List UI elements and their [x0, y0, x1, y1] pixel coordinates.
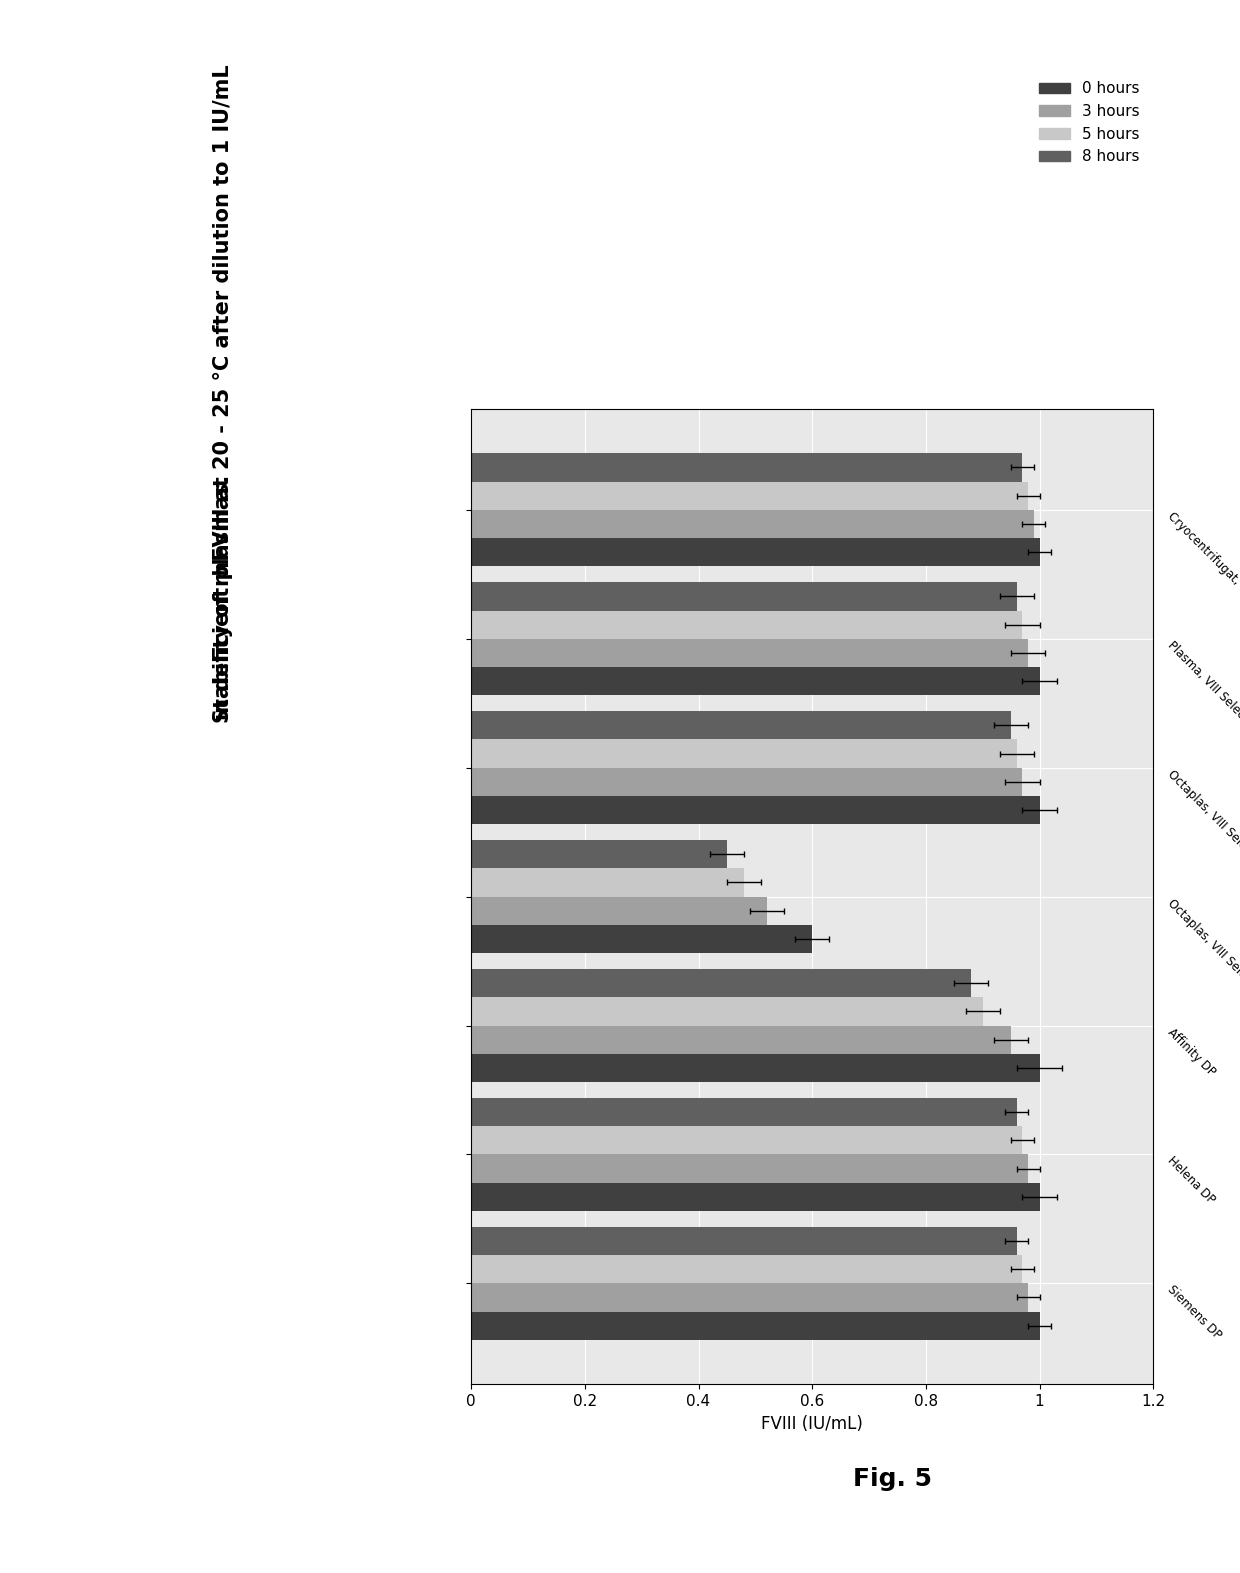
Bar [471, 481, 1028, 510]
Bar [471, 768, 1023, 796]
Bar [471, 453, 1023, 481]
Bar [471, 739, 1017, 768]
Text: Siemens DP: Siemens DP [1164, 1284, 1224, 1342]
Bar [471, 639, 1028, 667]
Text: in deficient plasmas.: in deficient plasmas. [213, 475, 233, 720]
Bar [471, 610, 1023, 639]
Bar [471, 1284, 1028, 1312]
Bar [471, 1155, 1028, 1183]
Text: Plasma, VIII Select, Batch 5g/25mL, 24h, 20-25 °C: Plasma, VIII Select, Batch 5g/25mL, 24h,… [1164, 639, 1240, 856]
Text: Octaplas, VIII Select, Batch 15g/25mL, 24h, 20-25 °C: Octaplas, VIII Select, Batch 15g/25mL, 2… [1164, 897, 1240, 1126]
Bar [471, 1054, 1039, 1082]
Bar [471, 897, 766, 925]
Bar [471, 667, 1039, 695]
Text: Cryocentrifugat, VIII Select, Batch 1g/25mL, 24h, 2-8°C: Cryocentrifugat, VIII Select, Batch 1g/2… [1164, 510, 1240, 750]
Bar [471, 1026, 1011, 1054]
Bar [471, 582, 1017, 610]
Bar [471, 997, 982, 1026]
Bar [471, 868, 744, 897]
Text: Stability of rhFVIII at 20 - 25 °C after dilution to 1 IU/mL: Stability of rhFVIII at 20 - 25 °C after… [213, 64, 233, 722]
Bar [471, 1312, 1039, 1340]
Text: Octaplas, VIII Select, Batch 5g/25mL, 24h, 20-25 °C: Octaplas, VIII Select, Batch 5g/25mL, 24… [1164, 768, 1240, 993]
Bar [471, 1098, 1017, 1126]
Text: Fig. 5: Fig. 5 [853, 1466, 932, 1491]
Bar [471, 969, 971, 997]
Bar [471, 510, 1034, 538]
Legend: 0 hours, 3 hours, 5 hours, 8 hours: 0 hours, 3 hours, 5 hours, 8 hours [1033, 76, 1146, 170]
Bar [471, 538, 1039, 566]
Bar [471, 840, 727, 868]
Bar [471, 1227, 1017, 1255]
Bar [471, 1126, 1023, 1155]
Text: Affinity DP: Affinity DP [1164, 1026, 1218, 1079]
X-axis label: FVIII (IU/mL): FVIII (IU/mL) [761, 1414, 863, 1433]
Bar [471, 711, 1011, 739]
Bar [471, 1183, 1039, 1211]
Bar [471, 925, 812, 953]
Text: Helena DP: Helena DP [1164, 1155, 1218, 1206]
Bar [471, 796, 1039, 824]
Bar [471, 1255, 1023, 1284]
